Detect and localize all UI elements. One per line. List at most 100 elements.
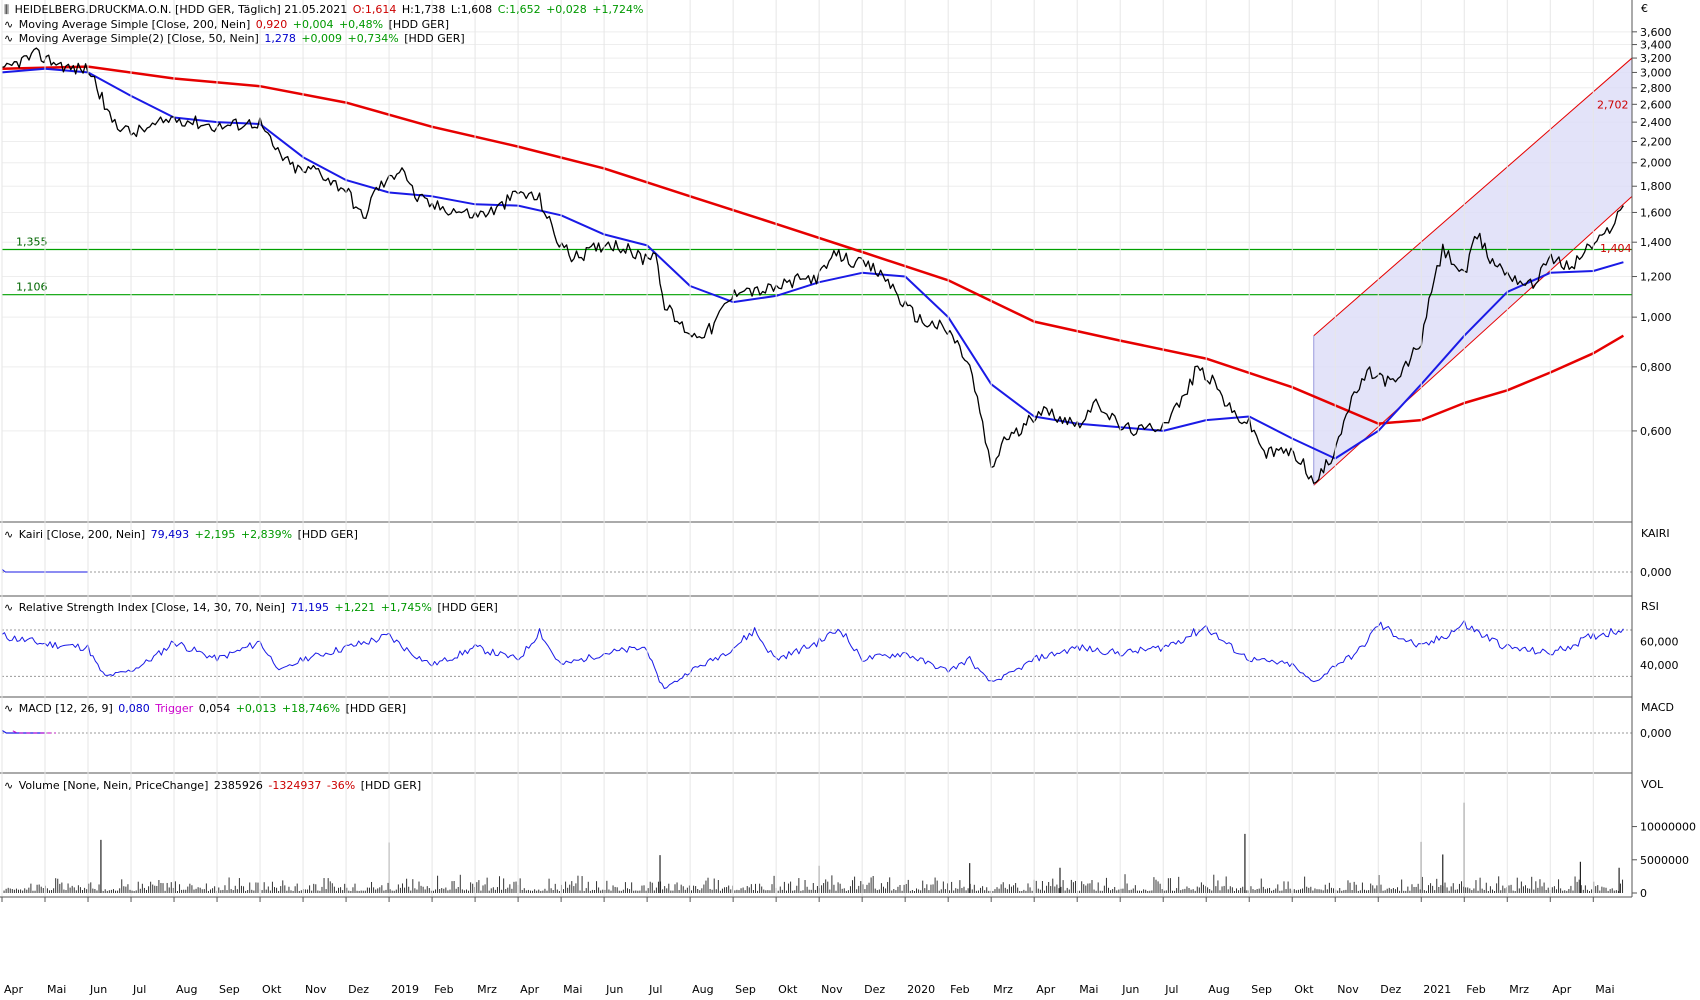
ma50-tag: [HDD GER] [404,32,465,45]
price-tick-label: 2,000 [1640,157,1672,170]
kairi-tick-label: 0,000 [1640,566,1672,579]
rsi-tag: [HDD GER] [437,601,498,614]
vol-panel-title: VOL [1641,778,1664,791]
channel-lower-label: 1,404 [1600,242,1632,255]
x-tick-label: 2020 [907,983,935,996]
x-tick-label: Nov [1337,983,1359,996]
x-tick-label: Mai [1079,983,1098,996]
price-line [1,47,1624,484]
rsi-chg: +1,221 [334,601,376,614]
price-tick-label: 2,200 [1640,136,1672,149]
price-tick-label: 1,200 [1640,271,1672,284]
indicator-icon: ∿ [4,601,14,614]
kairi-pct: +2,839% [240,528,293,541]
x-tick-label: Aug [1208,983,1229,996]
price-tick-label: 0,600 [1640,425,1672,438]
price-tick-label: 2,400 [1640,116,1672,129]
x-tick-label: Dez [864,983,885,996]
x-tick-label: Jun [89,983,107,996]
ma200-legend: ∿ Moving Average Simple [Close, 200, Nei… [4,17,451,32]
header-legend: ⫼ HEIDELBERG.DRUCKMA.O.N. [HDD GER, Tägl… [4,2,645,17]
kairi-label: Kairi [Close, 200, Nein] [18,528,146,541]
indicator-icon: ∿ [4,779,14,792]
kairi-tag: [HDD GER] [297,528,358,541]
kairi-value: 79,493 [150,528,190,541]
support-label: 1,355 [16,235,48,248]
x-tick-label: Jun [1121,983,1139,996]
x-tick-label: Feb [950,983,969,996]
ma50-chg: +0,009 [301,32,343,45]
rsi-value: 71,195 [290,601,329,614]
price-tick-label: 2,800 [1640,82,1672,95]
ma50-value: 1,278 [264,32,296,45]
price-tick-label: 3,200 [1640,52,1672,65]
x-tick-label: 2021 [1423,983,1451,996]
macd-panel-title: MACD [1641,701,1674,714]
indicator-icon: ∿ [4,528,14,541]
macd-line [1,729,45,734]
price-tick-label: 3,600 [1640,26,1672,39]
x-tick-label: Okt [262,983,282,996]
high-value: H:1,738 [401,3,446,16]
volume-tag: [HDD GER] [360,779,422,792]
rsi-panel-title: RSI [1641,600,1659,613]
price-tick-label: 3,000 [1640,66,1672,79]
x-tick-label: 2019 [391,983,419,996]
rsi-tick-label: 40,000 [1640,659,1679,672]
x-tick-label: Mrz [993,983,1013,996]
bar-icon: ⫼ [4,3,10,16]
macd-tick-label: 0,000 [1640,727,1672,740]
macd-trigger: 0,054 [198,702,231,715]
price-tick-label: 2,600 [1640,98,1672,111]
x-tick-label: Jul [132,983,146,996]
volume-label: Volume [None, Nein, PriceChange] [18,779,209,792]
change-pct: +1,724% [592,3,644,16]
channel-upper-line [1313,57,1633,337]
x-tick-label: Feb [1466,983,1485,996]
x-tick-label: Mai [47,983,66,996]
macd-legend: ∿ MACD [12, 26, 9] 0,080 Trigger 0,054 +… [4,701,408,716]
price-tick-label: 1,400 [1640,236,1672,249]
vol-tick-label: 0 [1640,887,1647,900]
volume-pct: -36% [326,779,356,792]
rsi-pct: +1,745% [380,601,432,614]
volume-chg: -1324937 [268,779,322,792]
x-tick-label: Mrz [477,983,497,996]
x-tick-label: Dez [1380,983,1401,996]
x-tick-label: Sep [735,983,756,996]
support-label: 1,106 [16,281,48,294]
kairi-chg: +2,195 [194,528,236,541]
rsi-legend: ∿ Relative Strength Index [Close, 14, 30… [4,600,500,615]
x-tick-label: Nov [305,983,327,996]
x-tick-label: Sep [219,983,240,996]
ma200-label: Moving Average Simple [Close, 200, Nein] [18,18,251,31]
x-tick-label: Okt [778,983,798,996]
x-tick-label: Aug [176,983,197,996]
currency-label: € [1641,2,1648,15]
macd-trigger-label: Trigger [155,702,194,715]
macd-trigger-line [12,730,56,734]
x-tick-label: Apr [520,983,540,996]
volume-legend: ∿ Volume [None, Nein, PriceChange] 23859… [4,778,423,793]
volume-value: 2385926 [213,779,263,792]
rsi-label: Relative Strength Index [Close, 14, 30, … [18,601,285,614]
kairi-legend: ∿ Kairi [Close, 200, Nein] 79,493 +2,195… [4,527,360,542]
macd-pct: +18,746% [281,702,341,715]
vol-tick-label: 5000000 [1640,854,1689,867]
ma50-legend: ∿ Moving Average Simple(2) [Close, 50, N… [4,31,467,46]
price-tick-label: 3,400 [1640,39,1672,52]
indicator-icon: ∿ [4,18,14,31]
kairi-panel-title: KAIRI [1641,527,1670,540]
x-tick-label: Apr [1036,983,1056,996]
rsi-line [1,619,1624,689]
price-tick-label: 1,800 [1640,180,1672,193]
x-tick-label: Sep [1251,983,1272,996]
open-value: O:1,614 [352,3,397,16]
x-tick-label: Jul [1164,983,1178,996]
x-tick-label: Nov [821,983,843,996]
macd-value: 0,080 [118,702,150,715]
ma50-label: Moving Average Simple(2) [Close, 50, Nei… [18,32,259,45]
macd-label: MACD [12, 26, 9] [18,702,113,715]
indicator-icon: ∿ [4,702,14,715]
